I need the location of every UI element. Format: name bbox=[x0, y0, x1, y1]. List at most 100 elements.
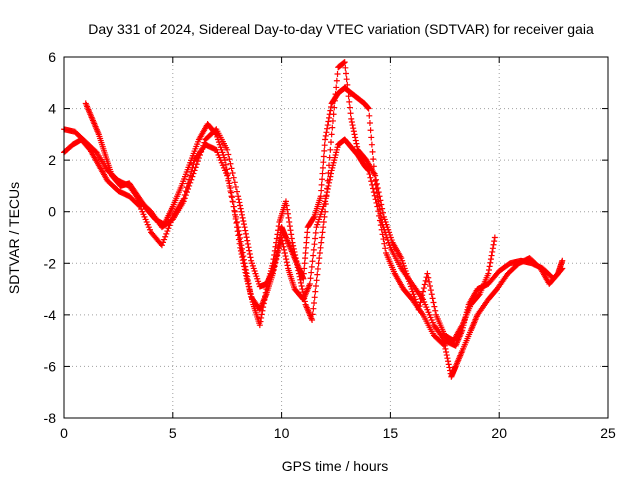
data-point bbox=[243, 272, 250, 279]
data-point bbox=[280, 243, 287, 250]
plot-frame bbox=[63, 56, 609, 419]
data-point bbox=[226, 156, 233, 163]
data-point bbox=[296, 270, 303, 277]
data-point bbox=[318, 239, 325, 246]
data-point bbox=[241, 263, 248, 270]
data-point bbox=[312, 282, 319, 289]
data-point bbox=[321, 142, 328, 149]
data-point bbox=[233, 188, 240, 195]
data-point bbox=[185, 180, 192, 187]
data-point bbox=[310, 252, 317, 259]
data-point bbox=[297, 279, 304, 286]
data-point bbox=[309, 258, 316, 265]
data-point bbox=[425, 274, 432, 281]
data-point bbox=[310, 246, 317, 253]
data-point bbox=[242, 230, 249, 237]
data-point bbox=[326, 154, 333, 161]
data-point bbox=[332, 91, 339, 98]
data-point bbox=[321, 213, 328, 220]
data-point bbox=[182, 188, 189, 195]
data-point bbox=[240, 260, 247, 267]
data-point bbox=[324, 125, 331, 132]
data-point bbox=[342, 64, 349, 71]
data-point bbox=[241, 266, 248, 273]
data-point bbox=[258, 311, 265, 318]
data-point bbox=[237, 244, 244, 251]
data-point bbox=[350, 128, 357, 135]
data-point bbox=[270, 256, 277, 263]
data-point bbox=[488, 252, 495, 259]
data-point bbox=[232, 183, 239, 190]
data-point bbox=[232, 215, 239, 222]
data-point bbox=[312, 288, 319, 295]
data-point bbox=[489, 245, 496, 252]
data-point bbox=[224, 146, 231, 153]
data-point bbox=[238, 211, 245, 218]
data-point bbox=[344, 81, 351, 88]
data-point bbox=[345, 93, 352, 100]
chart-title: Day 331 of 2024, Sidereal Day-to-day VTE… bbox=[88, 21, 594, 37]
data-point bbox=[366, 112, 373, 119]
data-point bbox=[301, 265, 308, 272]
data-point bbox=[323, 129, 330, 136]
data-point bbox=[237, 205, 244, 212]
data-point bbox=[319, 164, 326, 171]
data-point bbox=[235, 193, 242, 200]
data-point bbox=[291, 248, 298, 255]
data-point bbox=[308, 269, 315, 276]
data-point bbox=[260, 304, 267, 311]
data-point bbox=[485, 270, 492, 277]
data-point bbox=[428, 291, 435, 298]
data-point bbox=[379, 205, 386, 212]
data-point bbox=[241, 224, 248, 231]
data-point bbox=[181, 191, 188, 198]
y-tick-label: 2 bbox=[48, 152, 56, 168]
data-point bbox=[272, 243, 279, 250]
data-point bbox=[418, 295, 425, 302]
data-point bbox=[158, 242, 165, 249]
data-point bbox=[233, 224, 240, 231]
data-point bbox=[286, 223, 293, 230]
data-point bbox=[164, 228, 171, 235]
data-point bbox=[301, 298, 308, 305]
data-point bbox=[292, 252, 299, 259]
data-point bbox=[320, 159, 327, 166]
data-point bbox=[262, 293, 269, 300]
data-point bbox=[239, 214, 246, 221]
data-point bbox=[301, 260, 308, 267]
data-point bbox=[317, 193, 324, 200]
data-point bbox=[369, 148, 376, 155]
data-point bbox=[318, 234, 325, 241]
data-point bbox=[375, 208, 382, 215]
data-point bbox=[242, 269, 249, 276]
data-point bbox=[315, 260, 322, 267]
y-tick-label: -8 bbox=[44, 410, 57, 426]
data-point bbox=[295, 267, 302, 274]
data-point bbox=[288, 231, 295, 238]
data-point bbox=[310, 214, 317, 221]
data-points bbox=[61, 59, 566, 380]
data-point bbox=[475, 292, 482, 299]
data-point bbox=[322, 136, 329, 143]
data-point bbox=[378, 201, 385, 208]
data-point bbox=[329, 117, 336, 124]
data-point bbox=[283, 256, 290, 263]
data-point bbox=[372, 172, 379, 179]
data-point bbox=[247, 254, 254, 261]
data-point bbox=[443, 348, 450, 355]
data-point bbox=[354, 143, 361, 150]
data-point bbox=[367, 127, 374, 134]
data-point bbox=[283, 202, 290, 209]
data-point bbox=[224, 171, 231, 178]
data-point bbox=[329, 124, 336, 131]
data-point bbox=[421, 281, 428, 288]
data-point bbox=[365, 105, 372, 112]
data-point bbox=[293, 258, 300, 265]
data-point bbox=[367, 174, 374, 181]
x-tick-label: 20 bbox=[491, 425, 507, 441]
data-point bbox=[236, 240, 243, 247]
data-point bbox=[487, 259, 494, 266]
data-point bbox=[443, 352, 450, 359]
data-point bbox=[284, 210, 291, 217]
data-point bbox=[441, 342, 448, 349]
